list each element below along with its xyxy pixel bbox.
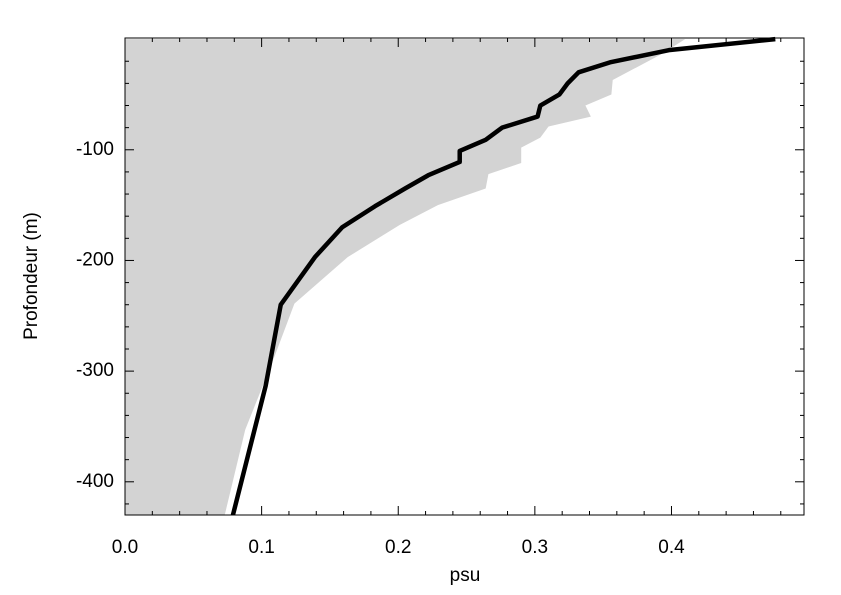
x-tick-label: 0.4: [658, 537, 685, 558]
y-tick-label: -400: [76, 471, 114, 492]
x-axis-label: psu: [450, 565, 481, 586]
y-tick-label: -100: [76, 139, 114, 160]
y-tick-label: -200: [76, 249, 114, 270]
x-tick-label: 0.3: [522, 537, 548, 558]
plot-frame: [124, 37, 805, 516]
x-tick-label: 0.1: [248, 537, 274, 558]
x-tick-label: 0.2: [385, 537, 411, 558]
profile-line: [230, 36, 776, 516]
y-axis-label: Profondeur (m): [21, 212, 42, 340]
y-tick-label: -300: [76, 360, 114, 381]
shaded-area: [125, 39, 686, 516]
x-tick-label: 0.0: [112, 537, 138, 558]
